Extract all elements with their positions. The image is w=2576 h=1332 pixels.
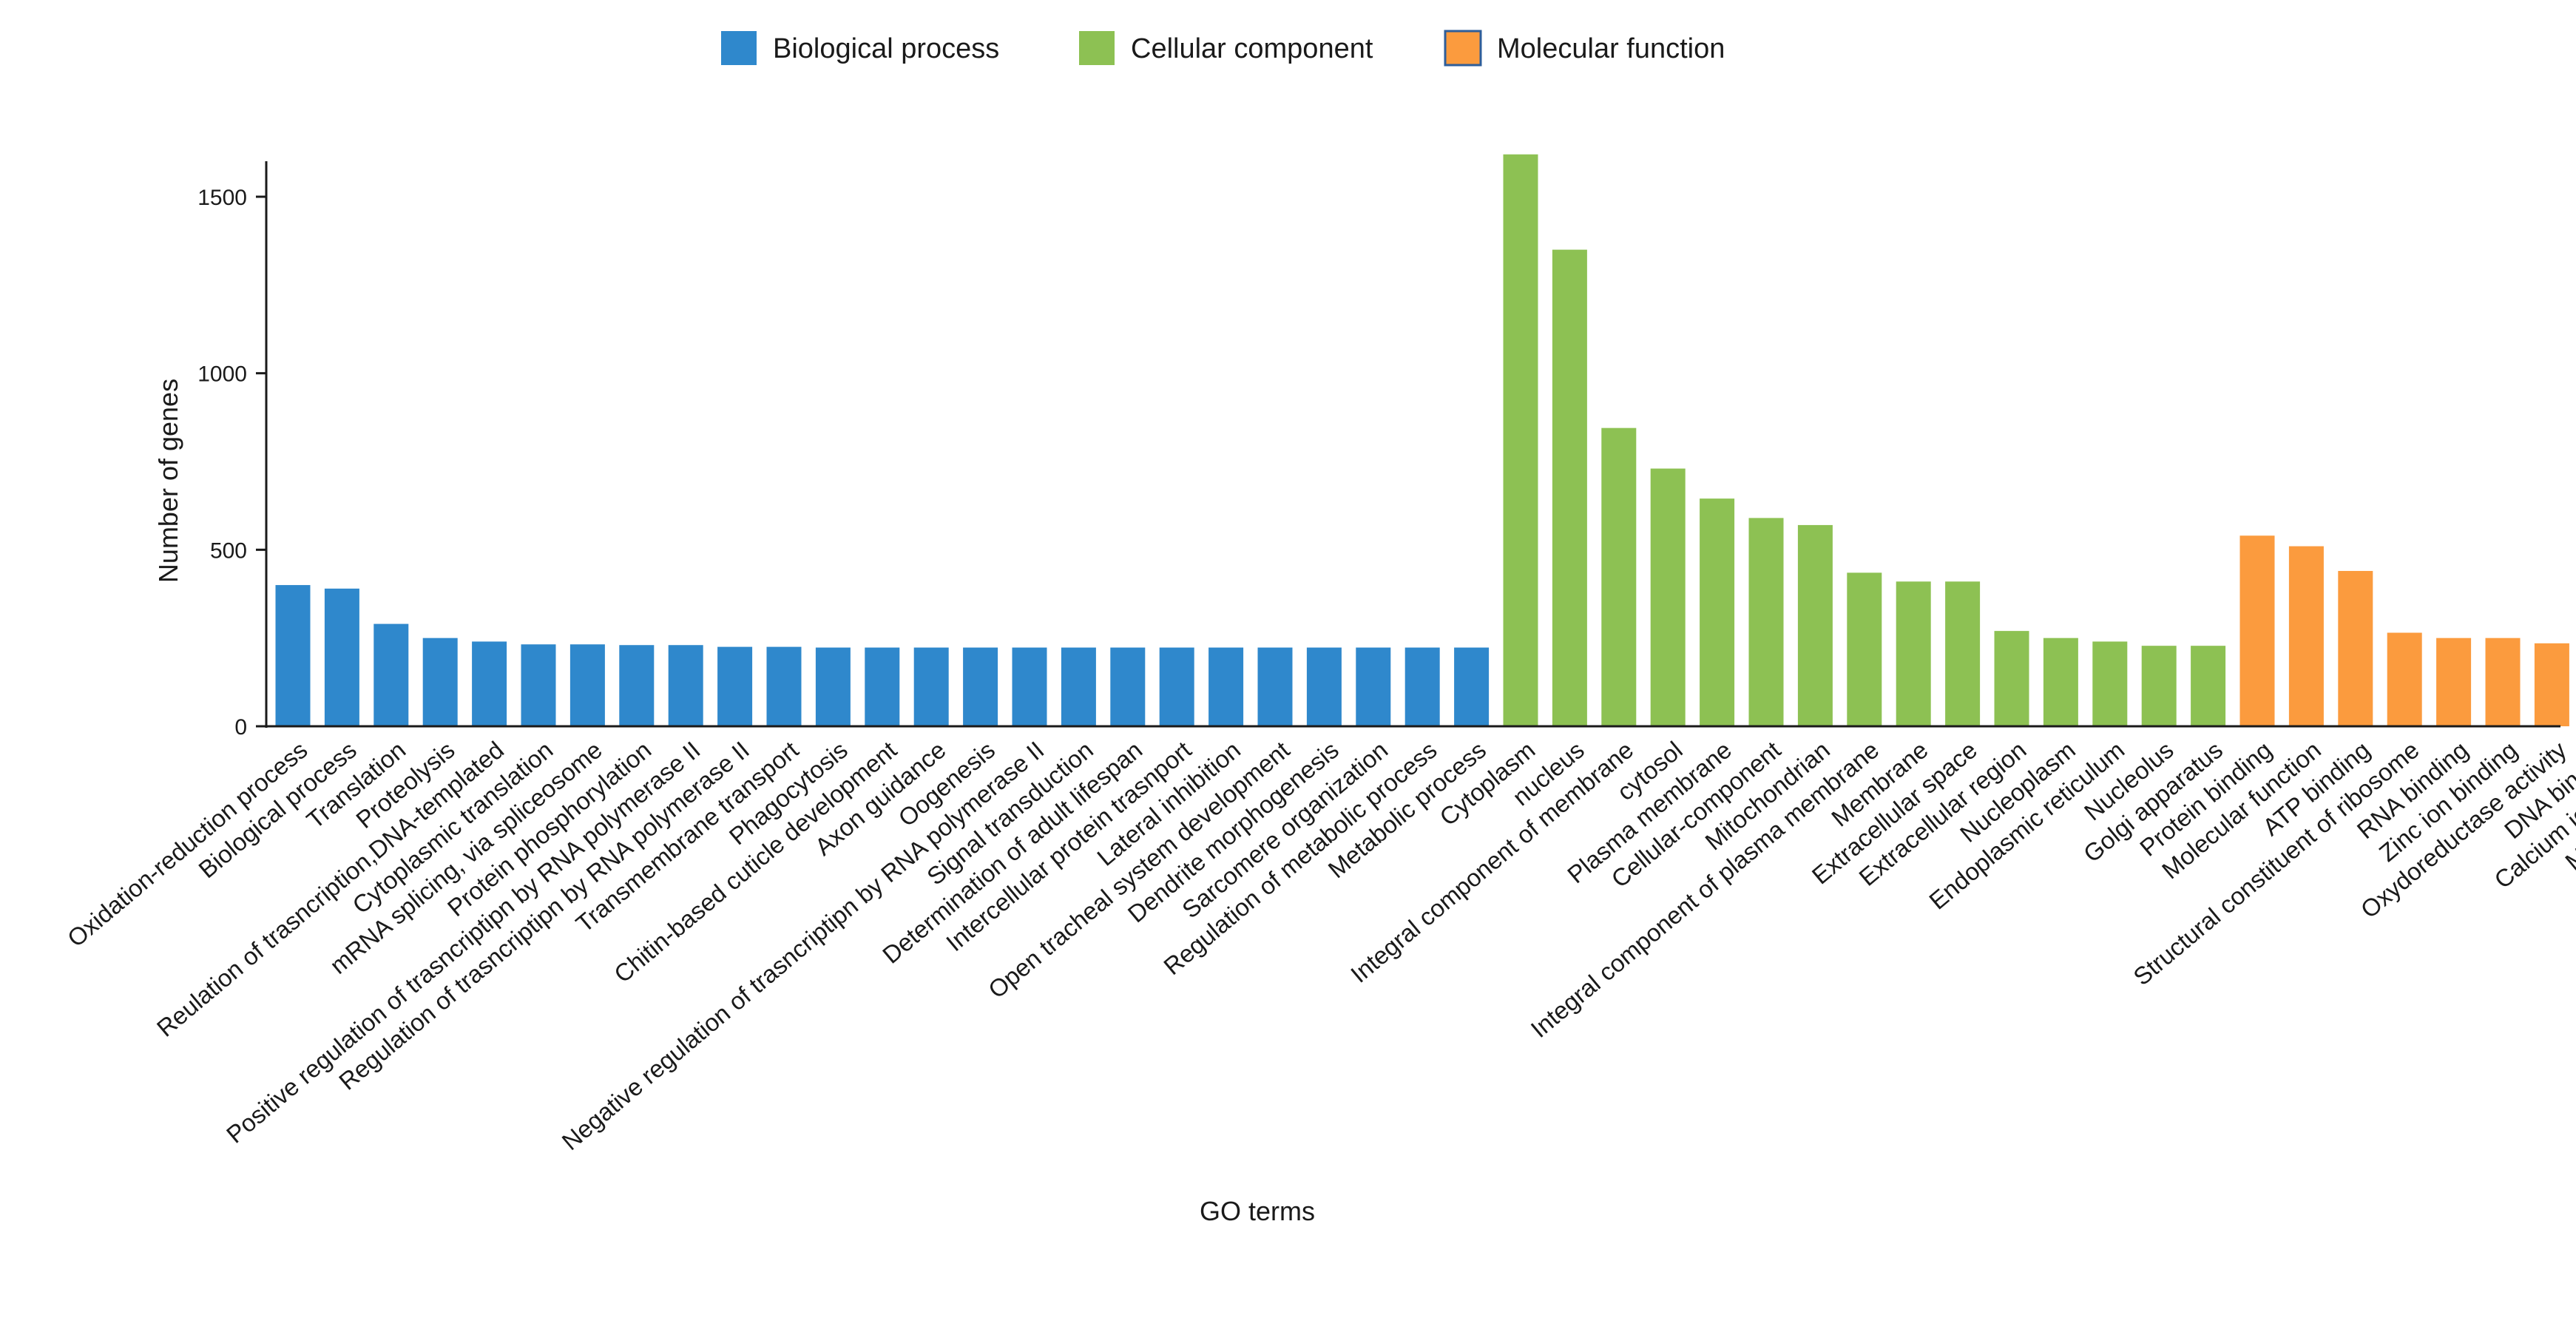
bar-cytoplasm	[1503, 154, 1538, 727]
legend-label: Biological process	[773, 33, 999, 64]
bar-molecular-function	[2288, 546, 2324, 726]
bar-zinc-ion-binding	[2485, 638, 2521, 726]
bar-nucleolus	[2141, 646, 2177, 726]
bar-protein-phosphorylation	[619, 645, 655, 726]
y-tick-label: 500	[210, 538, 247, 563]
bar-lateral-inhibition	[1208, 647, 1244, 726]
bar-metabolic-process	[1454, 647, 1490, 726]
bar-cytosol	[1650, 468, 1686, 726]
bar-signal-transduction	[1061, 647, 1096, 726]
bar-biological-process	[324, 588, 359, 726]
bar-translation	[373, 623, 409, 726]
y-axis-label: Number of genes	[153, 379, 183, 583]
bar-mitochondrian	[1797, 524, 1833, 726]
bar-structural-constituent-of-ribosome	[2387, 632, 2422, 726]
bar-cytoplasmic-translation	[521, 644, 556, 726]
bar-regulation-of-trasncriptipn-by-rna-polymerase-ii	[717, 646, 753, 726]
bar-plasma-membrane	[1700, 498, 1735, 726]
bar-chitin-based-cuticle-development	[865, 647, 900, 726]
bar-negative-regulation-of-trasncriptipn-by-rna-polymerase-ii	[1012, 647, 1047, 726]
bar-sarcomere-organization	[1356, 647, 1391, 726]
x-axis-label: GO terms	[1200, 1196, 1315, 1226]
bar-phagocytosis	[815, 647, 851, 726]
bar-intercellular-protein-trasnport	[1159, 647, 1194, 726]
bar-mrna-splicing-via-spliceosome	[569, 644, 605, 726]
bar-axon-guidance	[913, 647, 949, 726]
bar-golgi-apparatus	[2191, 646, 2226, 726]
bar-proteolysis	[422, 638, 458, 726]
y-tick-label: 1500	[197, 186, 247, 210]
bar-transmembrane-transport	[766, 646, 802, 726]
bar-oogenesis	[963, 647, 998, 726]
bar-open-tracheal-system-development	[1257, 647, 1293, 726]
bar-integral-component-of-plasma-membrane	[1847, 572, 1882, 726]
bar-oxydoreductase-activity	[2534, 643, 2569, 726]
bar-oxidation-reduction-process	[275, 585, 311, 726]
bar-membrane	[1896, 581, 1931, 726]
bar-regulation-of-metabolic-process	[1404, 647, 1440, 726]
bar-nucleus	[1552, 249, 1587, 727]
bar-cellular-component	[1748, 518, 1784, 726]
legend-swatch-cellular-component	[1079, 31, 1115, 65]
legend-label: Cellular component	[1131, 33, 1373, 64]
legend-swatch-molecular-function	[1444, 30, 1482, 67]
bar-dendrite-morphogenesis	[1306, 647, 1342, 726]
bar-determination-of-adult-lifespan	[1110, 647, 1146, 726]
legend-swatch-biological-process	[721, 31, 757, 65]
y-tick-label: 0	[234, 715, 247, 740]
bar-extracellular-region	[1994, 631, 2029, 726]
y-axis: 0 500 1000 1500	[197, 186, 266, 740]
legend: Biological process Cellular component Mole…	[721, 30, 1725, 67]
bar-endoplasmic-reticulum	[2092, 641, 2128, 726]
bar-atp-binding	[2338, 570, 2373, 726]
bars	[275, 154, 2569, 727]
bar-integral-component-of-membrane	[1601, 427, 1637, 726]
bar-protein-binding	[2239, 535, 2275, 726]
bar-rna-binding	[2436, 638, 2472, 726]
y-tick-label: 1000	[197, 362, 247, 387]
bar-positive-regulation-of-trasncriptipn-by-rna-polymerase-ii	[668, 645, 703, 726]
bar-nucleoplasm	[2043, 638, 2078, 726]
bar-extracellular-space	[1945, 581, 1981, 726]
legend-label: Molecular function	[1497, 33, 1725, 64]
bar-reulation-of-trasncription-dna-templated	[472, 641, 507, 726]
